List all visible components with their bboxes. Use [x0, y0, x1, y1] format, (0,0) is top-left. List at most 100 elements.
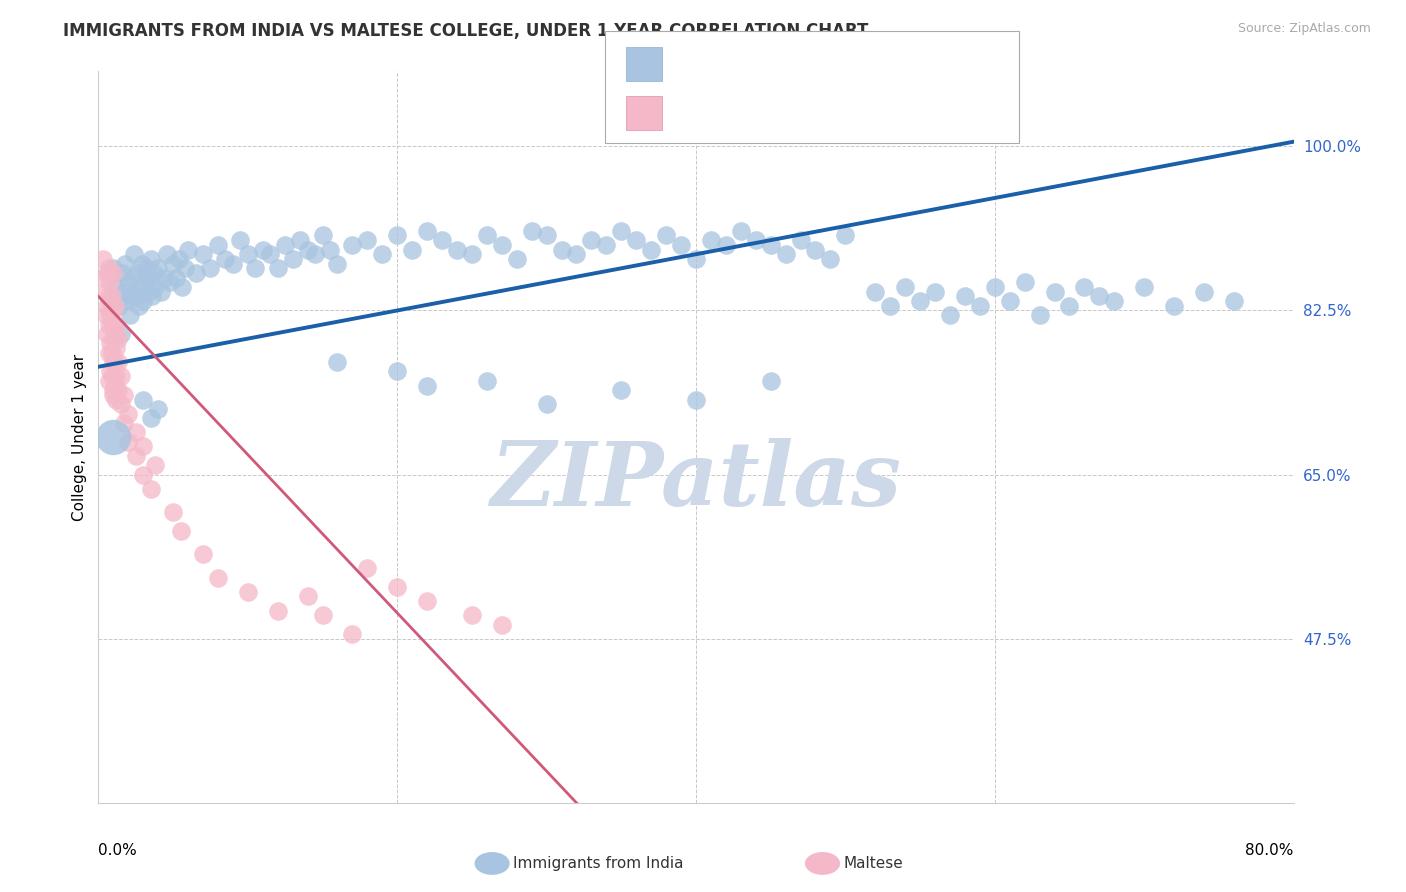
Text: 0.0%: 0.0% [98, 843, 138, 858]
Point [267, 603, 290, 617]
Point [520, 224, 543, 238]
Point [416, 378, 439, 392]
Point [94, 285, 117, 299]
Y-axis label: College, Under 1 year: College, Under 1 year [72, 353, 87, 521]
Text: R =: R = [676, 103, 713, 121]
Point [207, 571, 229, 585]
Point [1223, 294, 1246, 309]
Point [730, 224, 752, 238]
Text: N =: N = [783, 55, 820, 73]
Point [184, 266, 207, 280]
Point [222, 257, 245, 271]
Point [97, 345, 120, 359]
Point [191, 547, 214, 561]
Point [132, 467, 155, 482]
Point [461, 247, 484, 261]
Point [177, 243, 200, 257]
Point [117, 407, 139, 421]
Point [98, 308, 122, 322]
Point [775, 247, 797, 261]
Point [143, 280, 166, 294]
Point [297, 243, 319, 257]
Point [91, 252, 114, 266]
Point [129, 280, 152, 294]
Point [107, 332, 129, 346]
Point [1059, 299, 1081, 313]
Point [105, 392, 128, 407]
Point [319, 243, 342, 257]
Point [103, 261, 125, 276]
Point [385, 228, 409, 243]
Point [267, 261, 290, 276]
Point [125, 449, 148, 463]
Point [139, 252, 162, 266]
Point [103, 383, 125, 397]
Point [107, 383, 129, 397]
Point [1192, 285, 1215, 299]
Point [169, 524, 191, 538]
Point [105, 369, 128, 384]
Point [446, 243, 468, 257]
Text: N =: N = [783, 103, 820, 121]
Point [115, 294, 138, 309]
Point [110, 326, 132, 341]
Point [430, 233, 453, 247]
Point [759, 374, 782, 388]
Point [416, 224, 439, 238]
Point [865, 285, 887, 299]
Point [281, 252, 304, 266]
Point [132, 440, 155, 454]
Text: ZIPatlas: ZIPatlas [491, 438, 901, 524]
Point [550, 243, 572, 257]
Point [107, 355, 129, 369]
Point [105, 280, 128, 294]
Point [101, 345, 124, 359]
Point [96, 326, 118, 341]
Point [103, 332, 125, 346]
Point [105, 341, 128, 355]
Point [953, 289, 976, 303]
Text: R =: R = [676, 55, 713, 73]
Point [1104, 294, 1126, 309]
Point [984, 280, 1007, 294]
Point [356, 233, 378, 247]
Point [103, 266, 125, 280]
Point [491, 237, 513, 252]
Point [94, 308, 117, 322]
Point [385, 364, 409, 378]
Point [245, 261, 267, 276]
Point [214, 252, 236, 266]
Point [165, 270, 187, 285]
Point [274, 237, 297, 252]
Point [655, 228, 678, 243]
Text: 122: 122 [828, 55, 863, 73]
Point [105, 318, 128, 332]
Point [685, 252, 707, 266]
Text: Immigrants from India: Immigrants from India [513, 856, 683, 871]
Point [834, 228, 856, 243]
Point [1088, 289, 1111, 303]
Point [506, 252, 529, 266]
Point [97, 261, 120, 276]
Text: -0.504: -0.504 [721, 103, 780, 121]
Point [401, 243, 423, 257]
Point [98, 294, 122, 309]
Text: 80.0%: 80.0% [1246, 843, 1294, 858]
Point [385, 580, 409, 594]
Point [610, 383, 633, 397]
Point [104, 378, 127, 392]
Point [789, 233, 811, 247]
Point [162, 505, 184, 519]
Point [125, 425, 148, 440]
Point [127, 266, 149, 280]
Point [1163, 299, 1185, 313]
Point [745, 233, 768, 247]
Point [143, 458, 166, 473]
Point [111, 266, 134, 280]
Point [132, 392, 155, 407]
Point [1133, 280, 1156, 294]
Text: IMMIGRANTS FROM INDIA VS MALTESE COLLEGE, UNDER 1 YEAR CORRELATION CHART: IMMIGRANTS FROM INDIA VS MALTESE COLLEGE… [63, 22, 869, 40]
Point [114, 257, 136, 271]
Point [167, 252, 190, 266]
Point [117, 276, 139, 290]
